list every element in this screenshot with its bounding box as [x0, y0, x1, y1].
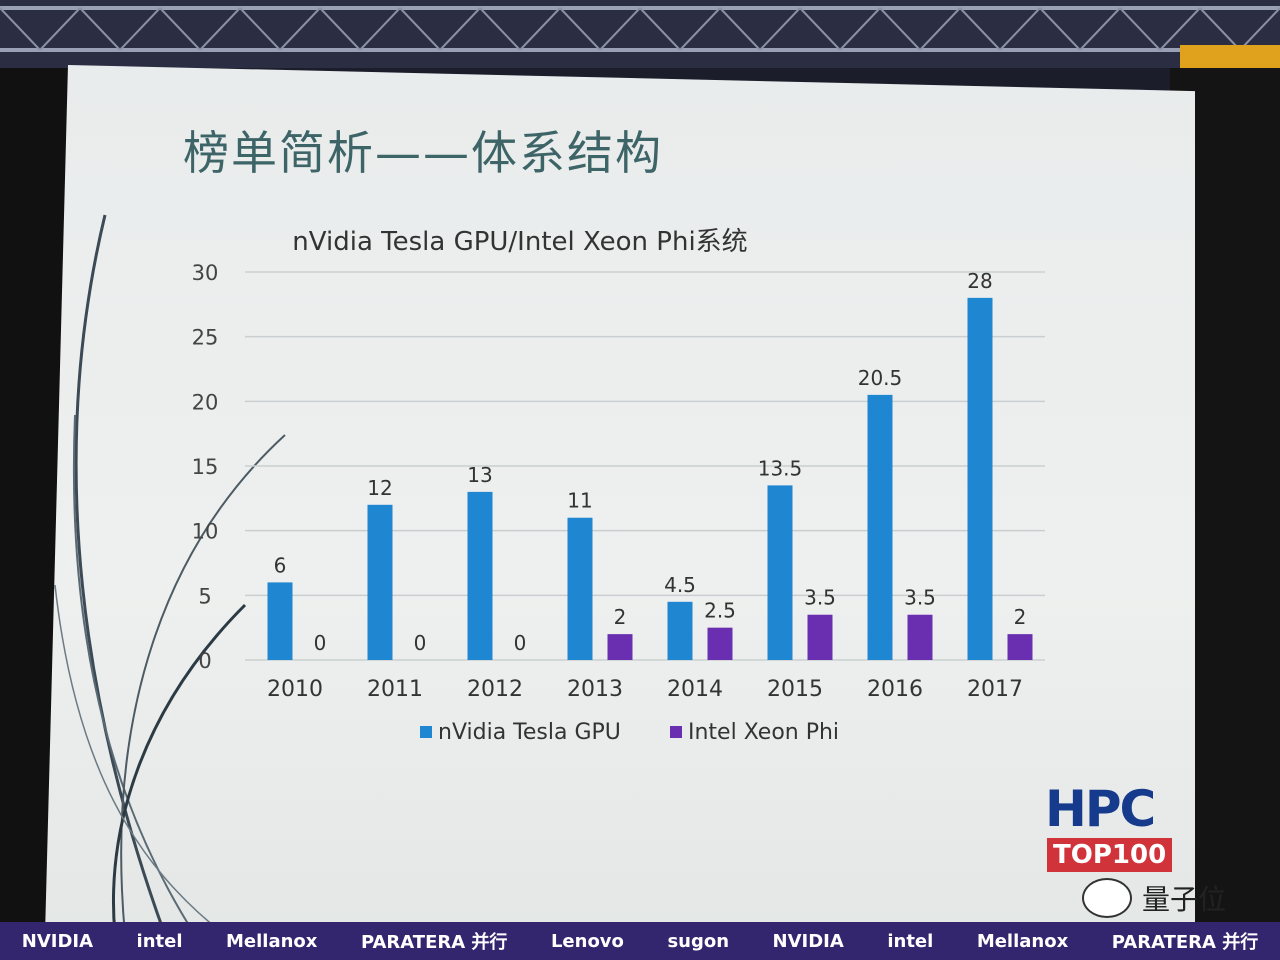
y-tick-label: 0 — [198, 649, 211, 673]
legend-swatch — [420, 726, 432, 738]
sponsor-logo: Mellanox — [976, 930, 1069, 952]
projection-slide: 榜单简析——体系结构 nVidia Tesla GPU/Intel Xeon P… — [45, 65, 1195, 935]
data-label: 0 — [514, 631, 527, 655]
bar-nvidia — [867, 394, 893, 660]
chart-title: nVidia Tesla GPU/Intel Xeon Phi系统 — [292, 227, 747, 257]
data-label: 2 — [614, 605, 627, 629]
data-label: 28 — [967, 269, 992, 293]
bar-xeon-phi — [807, 614, 833, 660]
data-label: 6 — [274, 553, 287, 577]
sponsor-logo: PARATERA 并行 — [1111, 932, 1259, 953]
data-label: 2.5 — [704, 599, 736, 623]
x-tick-label: 2014 — [667, 677, 723, 702]
sponsor-logo: PARATERA 并行 — [360, 932, 508, 953]
bar-chart: nVidia Tesla GPU/Intel Xeon Phi系统 0 5 10 15… — [192, 227, 1045, 745]
y-tick-label: 10 — [192, 520, 219, 544]
data-label: 11 — [567, 489, 592, 513]
sponsor-logo: intel — [136, 930, 183, 952]
data-label: 20.5 — [858, 366, 903, 390]
data-label: 2 — [1014, 605, 1027, 629]
legend-label: nVidia Tesla GPU — [438, 720, 621, 745]
bar-xeon-phi — [1007, 634, 1033, 660]
data-label: 3.5 — [904, 586, 936, 610]
data-label: 0 — [314, 631, 327, 655]
x-tick-label: 2015 — [767, 677, 823, 702]
logo-top100-text: TOP100 — [1047, 838, 1173, 872]
bar-nvidia — [267, 582, 293, 660]
y-tick-label: 20 — [192, 390, 219, 414]
data-label: 3.5 — [804, 586, 836, 610]
sponsor-logo: sugon — [667, 930, 730, 952]
data-label: 4.5 — [664, 573, 696, 597]
legend-label: Intel Xeon Phi — [688, 720, 839, 745]
x-tick-label: 2010 — [267, 677, 323, 702]
y-tick-label: 30 — [192, 261, 219, 285]
bar-xeon-phi — [607, 634, 633, 660]
sponsor-logo: Lenovo — [550, 930, 624, 952]
data-label: 12 — [367, 476, 392, 500]
watermark-text: 量子位 — [1142, 883, 1227, 916]
x-tick-label: 2011 — [367, 677, 423, 702]
legend-swatch — [670, 726, 682, 738]
hpc-top100-logo: HPC TOP100 — [1045, 780, 1195, 890]
bar-nvidia — [567, 517, 593, 660]
data-label: 0 — [414, 631, 427, 655]
x-tick-label: 2016 — [867, 677, 923, 702]
sponsor-bar: NVIDIA intel Mellanox PARATERA 并行 Lenovo… — [0, 922, 1280, 960]
bar-nvidia — [467, 491, 493, 660]
stage-truss — [0, 0, 1280, 68]
chart-legend: nVidia Tesla GPU Intel Xeon Phi — [420, 720, 839, 745]
data-label: 13 — [467, 463, 492, 487]
decorative-curves — [54, 214, 286, 935]
x-tick-label: 2012 — [467, 677, 523, 702]
sponsor-logo: NVIDIA — [21, 930, 94, 952]
y-tick-label: 15 — [192, 455, 219, 479]
bar-nvidia — [967, 297, 993, 660]
bar-nvidia — [667, 601, 693, 660]
x-tick-label: 2013 — [567, 677, 623, 702]
sponsor-logo: intel — [887, 930, 934, 952]
sponsor-logo: NVIDIA — [772, 930, 844, 952]
bar-xeon-phi — [907, 614, 933, 660]
sponsor-logo: Mellanox — [226, 930, 318, 952]
bar-xeon-phi — [707, 627, 733, 660]
bar-nvidia — [767, 485, 793, 660]
watermark: 量子位 — [1082, 878, 1226, 918]
wechat-icon — [1082, 878, 1132, 918]
data-label: 13.5 — [758, 456, 803, 480]
y-tick-label: 25 — [192, 326, 219, 350]
slide-title: 榜单简析——体系结构 — [183, 126, 663, 180]
bar-nvidia — [367, 504, 393, 660]
logo-hpc-text: HPC — [1045, 780, 1156, 838]
x-tick-label: 2017 — [967, 677, 1023, 702]
y-tick-label: 5 — [198, 584, 211, 608]
